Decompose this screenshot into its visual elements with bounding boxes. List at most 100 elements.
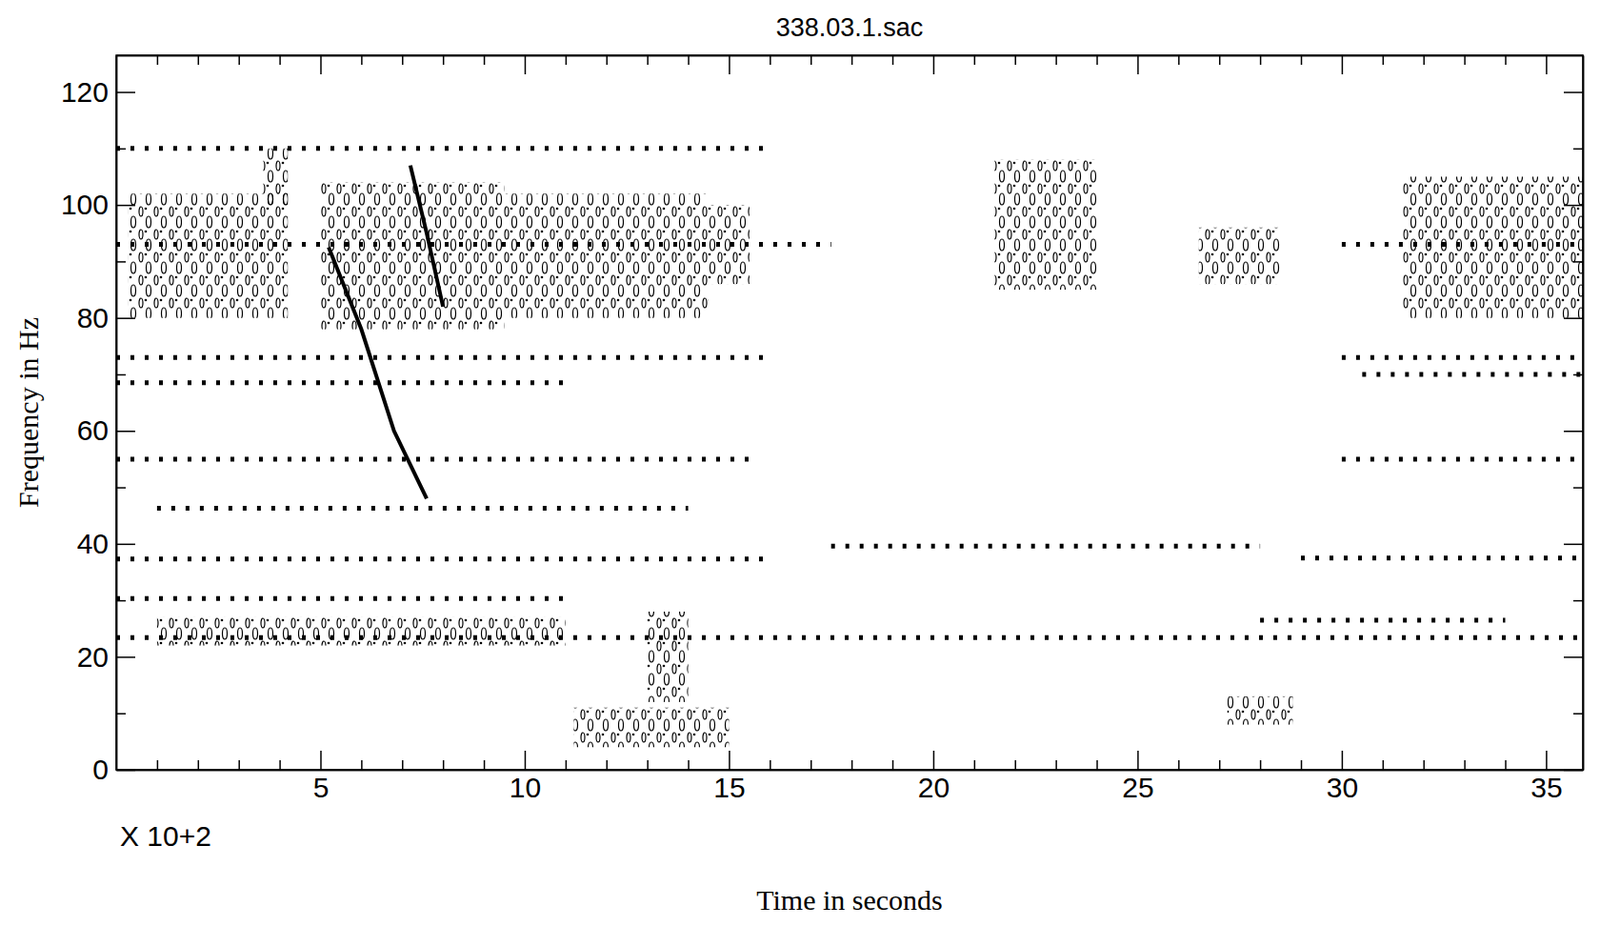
tick bbox=[157, 55, 159, 65]
tick bbox=[1563, 769, 1583, 771]
tick-mark bbox=[1573, 260, 1583, 263]
tonal-line bbox=[116, 456, 750, 461]
axis-line bbox=[1582, 56, 1585, 771]
tick-mark bbox=[442, 55, 445, 65]
tick-mark bbox=[1573, 374, 1583, 377]
tick-mark bbox=[1422, 760, 1425, 770]
tick-label: 35 bbox=[1530, 771, 1562, 803]
tick-mark bbox=[1545, 750, 1548, 770]
axis-line bbox=[117, 769, 1584, 772]
tick: 100 bbox=[60, 188, 136, 220]
tick-mark bbox=[442, 760, 445, 770]
tick-mark bbox=[565, 55, 568, 65]
tick-mark bbox=[1260, 760, 1262, 770]
tick bbox=[1563, 543, 1583, 545]
tick-mark bbox=[1260, 55, 1262, 65]
tonal-line bbox=[116, 241, 832, 247]
tick-mark bbox=[1219, 760, 1221, 770]
tick-mark bbox=[769, 760, 772, 770]
tick-mark bbox=[1563, 430, 1583, 433]
y-axis-title: Frequency in Hz bbox=[12, 317, 44, 508]
tick: 80 bbox=[77, 301, 136, 334]
tick-mark bbox=[933, 55, 936, 75]
tick-mark bbox=[1545, 55, 1548, 75]
axis-line bbox=[117, 55, 1584, 58]
tick: 15 bbox=[713, 750, 745, 803]
tick-mark bbox=[769, 55, 772, 65]
tick-mark bbox=[116, 430, 136, 433]
tick-mark bbox=[606, 760, 609, 770]
tick bbox=[1300, 55, 1302, 65]
tick-mark bbox=[728, 55, 731, 75]
tick-mark bbox=[116, 543, 136, 546]
tonal-line bbox=[116, 596, 566, 601]
tick-mark bbox=[933, 750, 936, 770]
tonal-line bbox=[1341, 355, 1583, 360]
tick-mark bbox=[1563, 656, 1583, 659]
tick bbox=[1573, 374, 1583, 376]
tick bbox=[198, 55, 200, 65]
tick-mark bbox=[1382, 760, 1385, 770]
tick bbox=[442, 55, 444, 65]
tick-mark bbox=[524, 55, 527, 75]
noise-patch bbox=[1402, 176, 1583, 318]
tick-mark bbox=[116, 374, 126, 377]
tonal-line bbox=[1341, 456, 1583, 461]
tick bbox=[933, 55, 935, 75]
tick: 20 bbox=[918, 750, 950, 803]
tick bbox=[483, 55, 485, 65]
tick-mark bbox=[1573, 148, 1583, 151]
tick bbox=[1382, 760, 1384, 770]
tick bbox=[1056, 55, 1058, 65]
tick-mark bbox=[687, 760, 690, 770]
tonal-line bbox=[116, 380, 566, 385]
tick-mark bbox=[1463, 55, 1466, 65]
tick bbox=[892, 760, 894, 770]
axis-line bbox=[1582, 56, 1585, 771]
tick bbox=[1563, 656, 1583, 658]
tick-mark bbox=[851, 55, 854, 65]
noise-patch bbox=[262, 148, 288, 205]
tick-mark bbox=[279, 760, 281, 770]
tick bbox=[974, 760, 976, 770]
tick bbox=[606, 760, 608, 770]
tick bbox=[851, 760, 853, 770]
tick-mark bbox=[1300, 55, 1303, 65]
tonal-line bbox=[1260, 617, 1505, 622]
tick-mark bbox=[116, 260, 126, 263]
tick-mark bbox=[1573, 600, 1583, 602]
tick bbox=[198, 760, 200, 770]
tick bbox=[1464, 760, 1466, 770]
tick bbox=[360, 55, 362, 65]
tick bbox=[157, 760, 159, 770]
tick bbox=[483, 760, 485, 770]
tick-mark bbox=[116, 148, 126, 151]
tick bbox=[728, 55, 730, 75]
tick-label: 40 bbox=[77, 527, 109, 560]
tick bbox=[116, 713, 126, 715]
tick bbox=[1504, 760, 1506, 770]
tonal-line bbox=[1341, 241, 1583, 247]
plot-frame bbox=[116, 55, 1583, 770]
tick-mark bbox=[1504, 55, 1507, 65]
noise-patch bbox=[504, 193, 709, 318]
tonal-line bbox=[1361, 371, 1583, 377]
tick-mark bbox=[1382, 55, 1385, 65]
tonal-line bbox=[116, 556, 770, 561]
tick bbox=[116, 600, 126, 601]
tick bbox=[1137, 55, 1139, 75]
tick bbox=[810, 760, 812, 770]
tick-mark bbox=[687, 55, 690, 65]
tonal-line bbox=[116, 145, 770, 151]
tick-mark bbox=[1504, 760, 1507, 770]
noise-patch bbox=[994, 160, 1097, 290]
tick-label: 5 bbox=[313, 771, 330, 803]
axis-multiplier: X 10+2 bbox=[120, 820, 212, 852]
tick-mark bbox=[810, 760, 813, 770]
tick-mark bbox=[116, 91, 136, 94]
noise-patch bbox=[1199, 227, 1281, 284]
tick bbox=[1464, 55, 1466, 65]
tick-mark bbox=[1300, 760, 1303, 770]
tick-mark bbox=[238, 55, 240, 65]
y-axis-right bbox=[1563, 56, 1584, 771]
